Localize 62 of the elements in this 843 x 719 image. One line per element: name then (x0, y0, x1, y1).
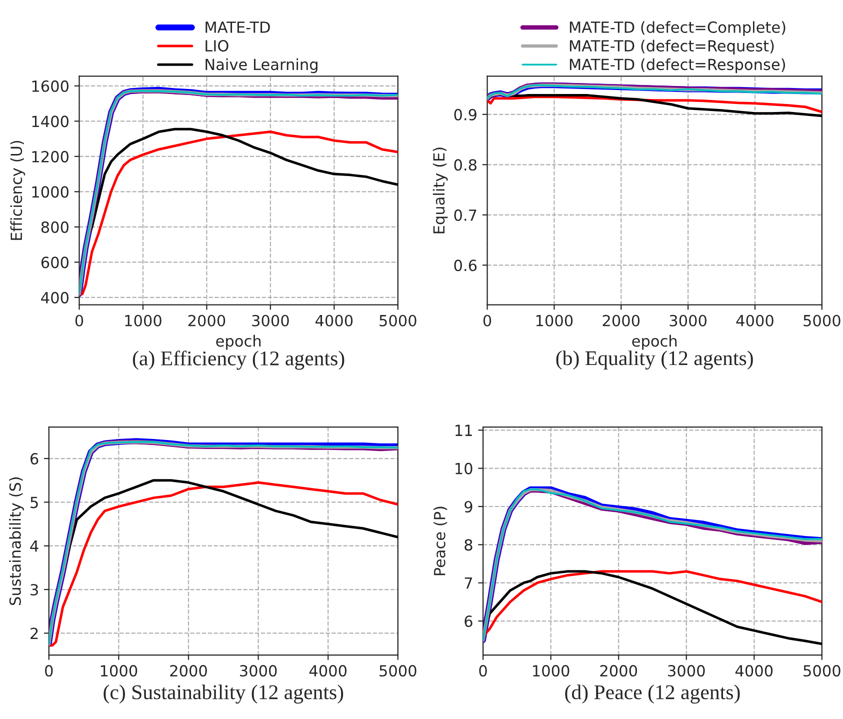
x-tick-label: 2000 (170, 665, 207, 677)
x-tick-label: 3000 (240, 665, 277, 677)
text: (b) Equality (12 agents) (556, 350, 753, 370)
y-axis-title: Efficiency (U) (10, 140, 26, 240)
x-tick-label: 1000 (536, 314, 573, 326)
x-tick-label: 4000 (315, 314, 353, 326)
y-tick-label: 9 (464, 500, 472, 513)
y-tick-label: 1400 (32, 116, 69, 128)
y-tick-label: 2 (30, 628, 38, 639)
y-tick-label: 10 (456, 462, 472, 474)
y-tick-label: 8 (464, 539, 472, 551)
x-tick-label: 2000 (188, 314, 226, 326)
y-tick-label: 0.6 (454, 260, 477, 272)
x-tick-label: 1000 (100, 665, 138, 677)
x-tick-label: 4000 (309, 665, 347, 677)
x-tick-label: 5000 (804, 314, 840, 326)
y-tick-label: 6 (464, 615, 472, 628)
x-tick-label: 1000 (533, 665, 570, 677)
x-tick-label: 0 (75, 314, 84, 326)
y-tick-label: 1000 (32, 186, 69, 198)
x-tick-label: 0 (45, 665, 53, 677)
text: (a) Efficiency (12 agents) (132, 350, 344, 370)
text: (c) Sustainability (12 agents) (104, 684, 344, 704)
y-tick-label: 400 (41, 292, 69, 304)
x-axis-title: epoch (632, 334, 677, 350)
x-tick-label: 0 (483, 314, 492, 326)
x-tick-label: 3000 (668, 665, 705, 677)
y-tick-label: 1200 (32, 150, 69, 162)
x-tick-label: 5000 (380, 314, 416, 326)
y-tick-label: 0.8 (454, 159, 476, 171)
x-tick-label: 5000 (804, 665, 840, 677)
legend-label: Naive Learning (206, 58, 318, 74)
x-tick-label: 4000 (735, 665, 773, 677)
x-tick-label: 2000 (600, 665, 638, 677)
y-axis-title: Sustainability (S) (9, 477, 24, 605)
y-tick-label: 800 (41, 221, 69, 233)
x-tick-label: 3000 (670, 314, 706, 326)
y-tick-label: 1600 (32, 80, 69, 92)
x-tick-label: 0 (479, 665, 487, 677)
legend-label: MATE-TD (206, 22, 270, 33)
x-tick-label: 4000 (736, 314, 774, 326)
y-tick-label: 7 (464, 578, 472, 589)
y-axis-title: Peace (P) (434, 506, 448, 576)
y-tick-label: 6 (30, 452, 38, 465)
x-tick-label: 5000 (380, 665, 416, 677)
text: (d) Peace (12 agents) (565, 684, 740, 704)
legend-label: MATE-TD (defect=Response) (570, 58, 785, 74)
x-tick-label: 1000 (125, 314, 162, 326)
x-tick-label: 3000 (252, 314, 289, 326)
x-axis-title: epoch (216, 334, 261, 350)
legend-label: LIO (206, 40, 228, 52)
y-tick-label: 11 (456, 424, 472, 436)
y-axis-title: Equality (E) (432, 148, 448, 234)
y-tick-label: 0.9 (454, 108, 476, 120)
legend-label: MATE-TD (defect=Request) (570, 40, 774, 55)
y-tick-label: 5 (30, 496, 38, 508)
legend-label: MATE-TD (defect=Complete) (570, 21, 786, 36)
y-tick-label: 600 (41, 256, 69, 268)
y-tick-label: 4 (30, 540, 38, 552)
y-tick-label: 3 (30, 584, 38, 596)
x-tick-label: 2000 (602, 314, 640, 326)
y-tick-label: 0.7 (454, 209, 476, 221)
